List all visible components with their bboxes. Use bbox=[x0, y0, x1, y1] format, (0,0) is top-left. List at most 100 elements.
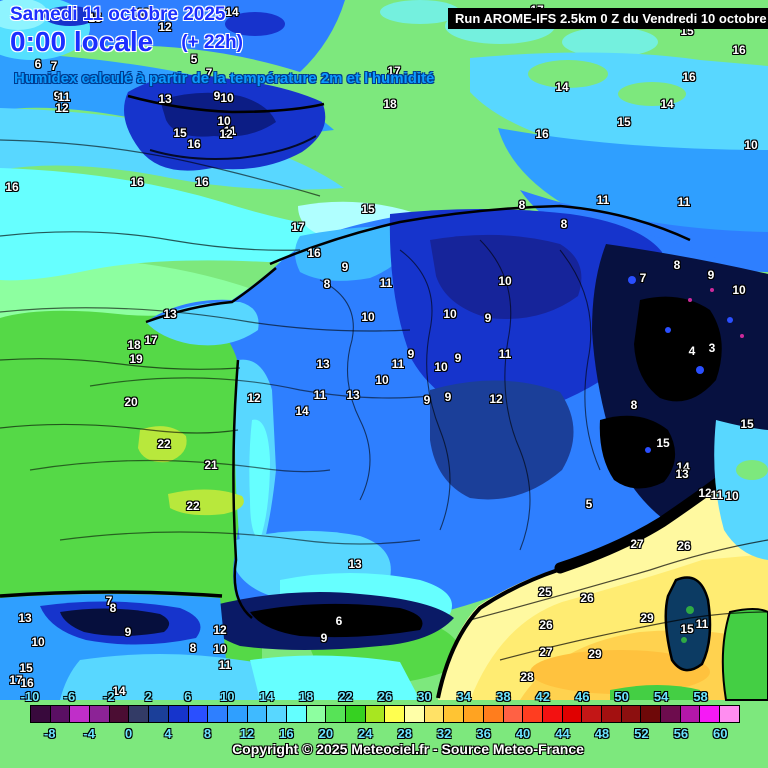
sea-cyan-patch2 bbox=[562, 27, 658, 57]
map-value: 9 bbox=[53, 89, 61, 103]
map-subtitle: Humidex calculé à partir de la températu… bbox=[14, 70, 435, 87]
colorbar-tick-label: 8 bbox=[203, 726, 212, 741]
map-value: 14 bbox=[112, 684, 126, 698]
spain-coast-line bbox=[0, 590, 223, 598]
map-value: 14 bbox=[555, 80, 569, 94]
uk-coast-line2 bbox=[149, 135, 317, 160]
map-value: 9 bbox=[341, 260, 349, 274]
region-pyrenees-core bbox=[250, 603, 423, 638]
colorbar-tick-label: 30 bbox=[417, 689, 432, 704]
colorbar-tick-label: 40 bbox=[515, 726, 531, 741]
languedoc-coast bbox=[436, 568, 559, 699]
map-value: 8 bbox=[518, 198, 526, 212]
map-value: 13 bbox=[348, 557, 362, 571]
map-value: 25 bbox=[538, 585, 552, 599]
colorbar-cell bbox=[306, 706, 327, 722]
region-corsica bbox=[664, 576, 712, 672]
map-value: 17 bbox=[387, 64, 401, 78]
map-value: 8 bbox=[560, 217, 568, 231]
map-value: 8 bbox=[630, 398, 638, 412]
map-value: 13 bbox=[18, 611, 32, 625]
map-value: 11 bbox=[498, 347, 512, 361]
map-value: 11 bbox=[218, 658, 232, 672]
alps-speck bbox=[645, 447, 651, 453]
colorbar-cell bbox=[168, 706, 189, 722]
map-value: 11 bbox=[710, 488, 724, 502]
map-value: 13 bbox=[346, 388, 360, 402]
map-value: 13 bbox=[316, 357, 330, 371]
region-normandy bbox=[295, 225, 420, 281]
map-value: 10 bbox=[498, 274, 512, 288]
colorbar-tick-label: 46 bbox=[574, 689, 590, 704]
colorbar-tick-label: 48 bbox=[594, 726, 610, 741]
map-value: 16 bbox=[5, 180, 19, 194]
region-yellowgreen-blob2 bbox=[168, 489, 244, 516]
contour-line bbox=[0, 307, 411, 332]
colorbar bbox=[30, 705, 740, 723]
map-value: 14 bbox=[660, 97, 674, 111]
colorbar-cell bbox=[661, 706, 681, 722]
contour-line bbox=[479, 239, 531, 551]
map-value: 19 bbox=[129, 352, 143, 366]
map-value: 8 bbox=[109, 601, 117, 615]
forecast-date: Samedi 11 octobre 2025 bbox=[10, 4, 226, 25]
colorbar-cell bbox=[405, 706, 425, 722]
sea-green-patch2 bbox=[618, 82, 686, 106]
alps-speck bbox=[628, 276, 636, 284]
colorbar-tick-label: 28 bbox=[397, 726, 412, 741]
colorbar-cell bbox=[346, 706, 366, 722]
map-value: 5 bbox=[585, 497, 593, 511]
colorbar-tick-label: 0 bbox=[124, 726, 133, 741]
map-value: 16 bbox=[535, 127, 549, 141]
colorbar-cell bbox=[31, 706, 51, 722]
region-massif bbox=[430, 380, 574, 500]
alps-magenta-speck bbox=[740, 334, 744, 338]
contour-line bbox=[0, 423, 239, 434]
colorbar-tick-label: 56 bbox=[673, 726, 689, 741]
map-value: 11 bbox=[379, 276, 393, 290]
region-med-orange bbox=[530, 650, 710, 694]
map-value: 6 bbox=[335, 614, 343, 628]
forecast-time-row: 0:00 locale (+ 22h) bbox=[10, 26, 243, 58]
forecast-time: 0:00 locale bbox=[10, 26, 154, 57]
map-value: 16 bbox=[20, 676, 34, 690]
map-value: 13 bbox=[136, 6, 150, 20]
region-po-valley bbox=[714, 420, 768, 560]
map-value: 15 bbox=[680, 622, 694, 636]
colorbar-tick-label: 36 bbox=[476, 726, 491, 741]
colorbar-tick-label: -8 bbox=[43, 726, 56, 741]
map-value: 15 bbox=[19, 661, 33, 675]
sea-cyan-patch3 bbox=[380, 0, 460, 24]
contour-line bbox=[0, 231, 301, 251]
map-value: 13 bbox=[675, 467, 689, 481]
region-uk-dark bbox=[160, 92, 276, 137]
colorbar-cell bbox=[641, 706, 661, 722]
map-value: 10 bbox=[213, 642, 227, 656]
map-value: 10 bbox=[434, 360, 448, 374]
forecast-offset: (+ 22h) bbox=[181, 32, 243, 53]
map-value: 16 bbox=[307, 246, 321, 260]
colorbar-tick-label: 20 bbox=[318, 726, 334, 741]
map-value: 29 bbox=[588, 647, 602, 661]
map-value: 22 bbox=[186, 499, 200, 513]
colorbar-tick-label: 16 bbox=[279, 726, 294, 741]
colorbar-tick-label: 2 bbox=[144, 689, 152, 704]
colorbar-tick-label: 24 bbox=[358, 726, 373, 741]
map-value: 11 bbox=[596, 193, 610, 207]
map-value: 17 bbox=[291, 220, 305, 234]
colorbar-tick-label: -10 bbox=[20, 689, 40, 704]
colorbar-cell bbox=[523, 706, 543, 722]
map-value: 10 bbox=[217, 114, 231, 128]
colorbar-cell bbox=[700, 706, 721, 722]
colorbar-cell bbox=[286, 706, 307, 722]
colorbar-tick-label: 22 bbox=[338, 689, 353, 704]
colorbar-cell bbox=[720, 706, 739, 722]
contour-line bbox=[319, 279, 371, 501]
colorbar-cell bbox=[247, 706, 268, 722]
map-value: 12 bbox=[489, 392, 503, 406]
colorbar-tick-label: 4 bbox=[164, 726, 172, 741]
map-value: 11 bbox=[677, 195, 691, 209]
colorbar-cell bbox=[208, 706, 228, 722]
colorbar-cell bbox=[424, 706, 445, 722]
